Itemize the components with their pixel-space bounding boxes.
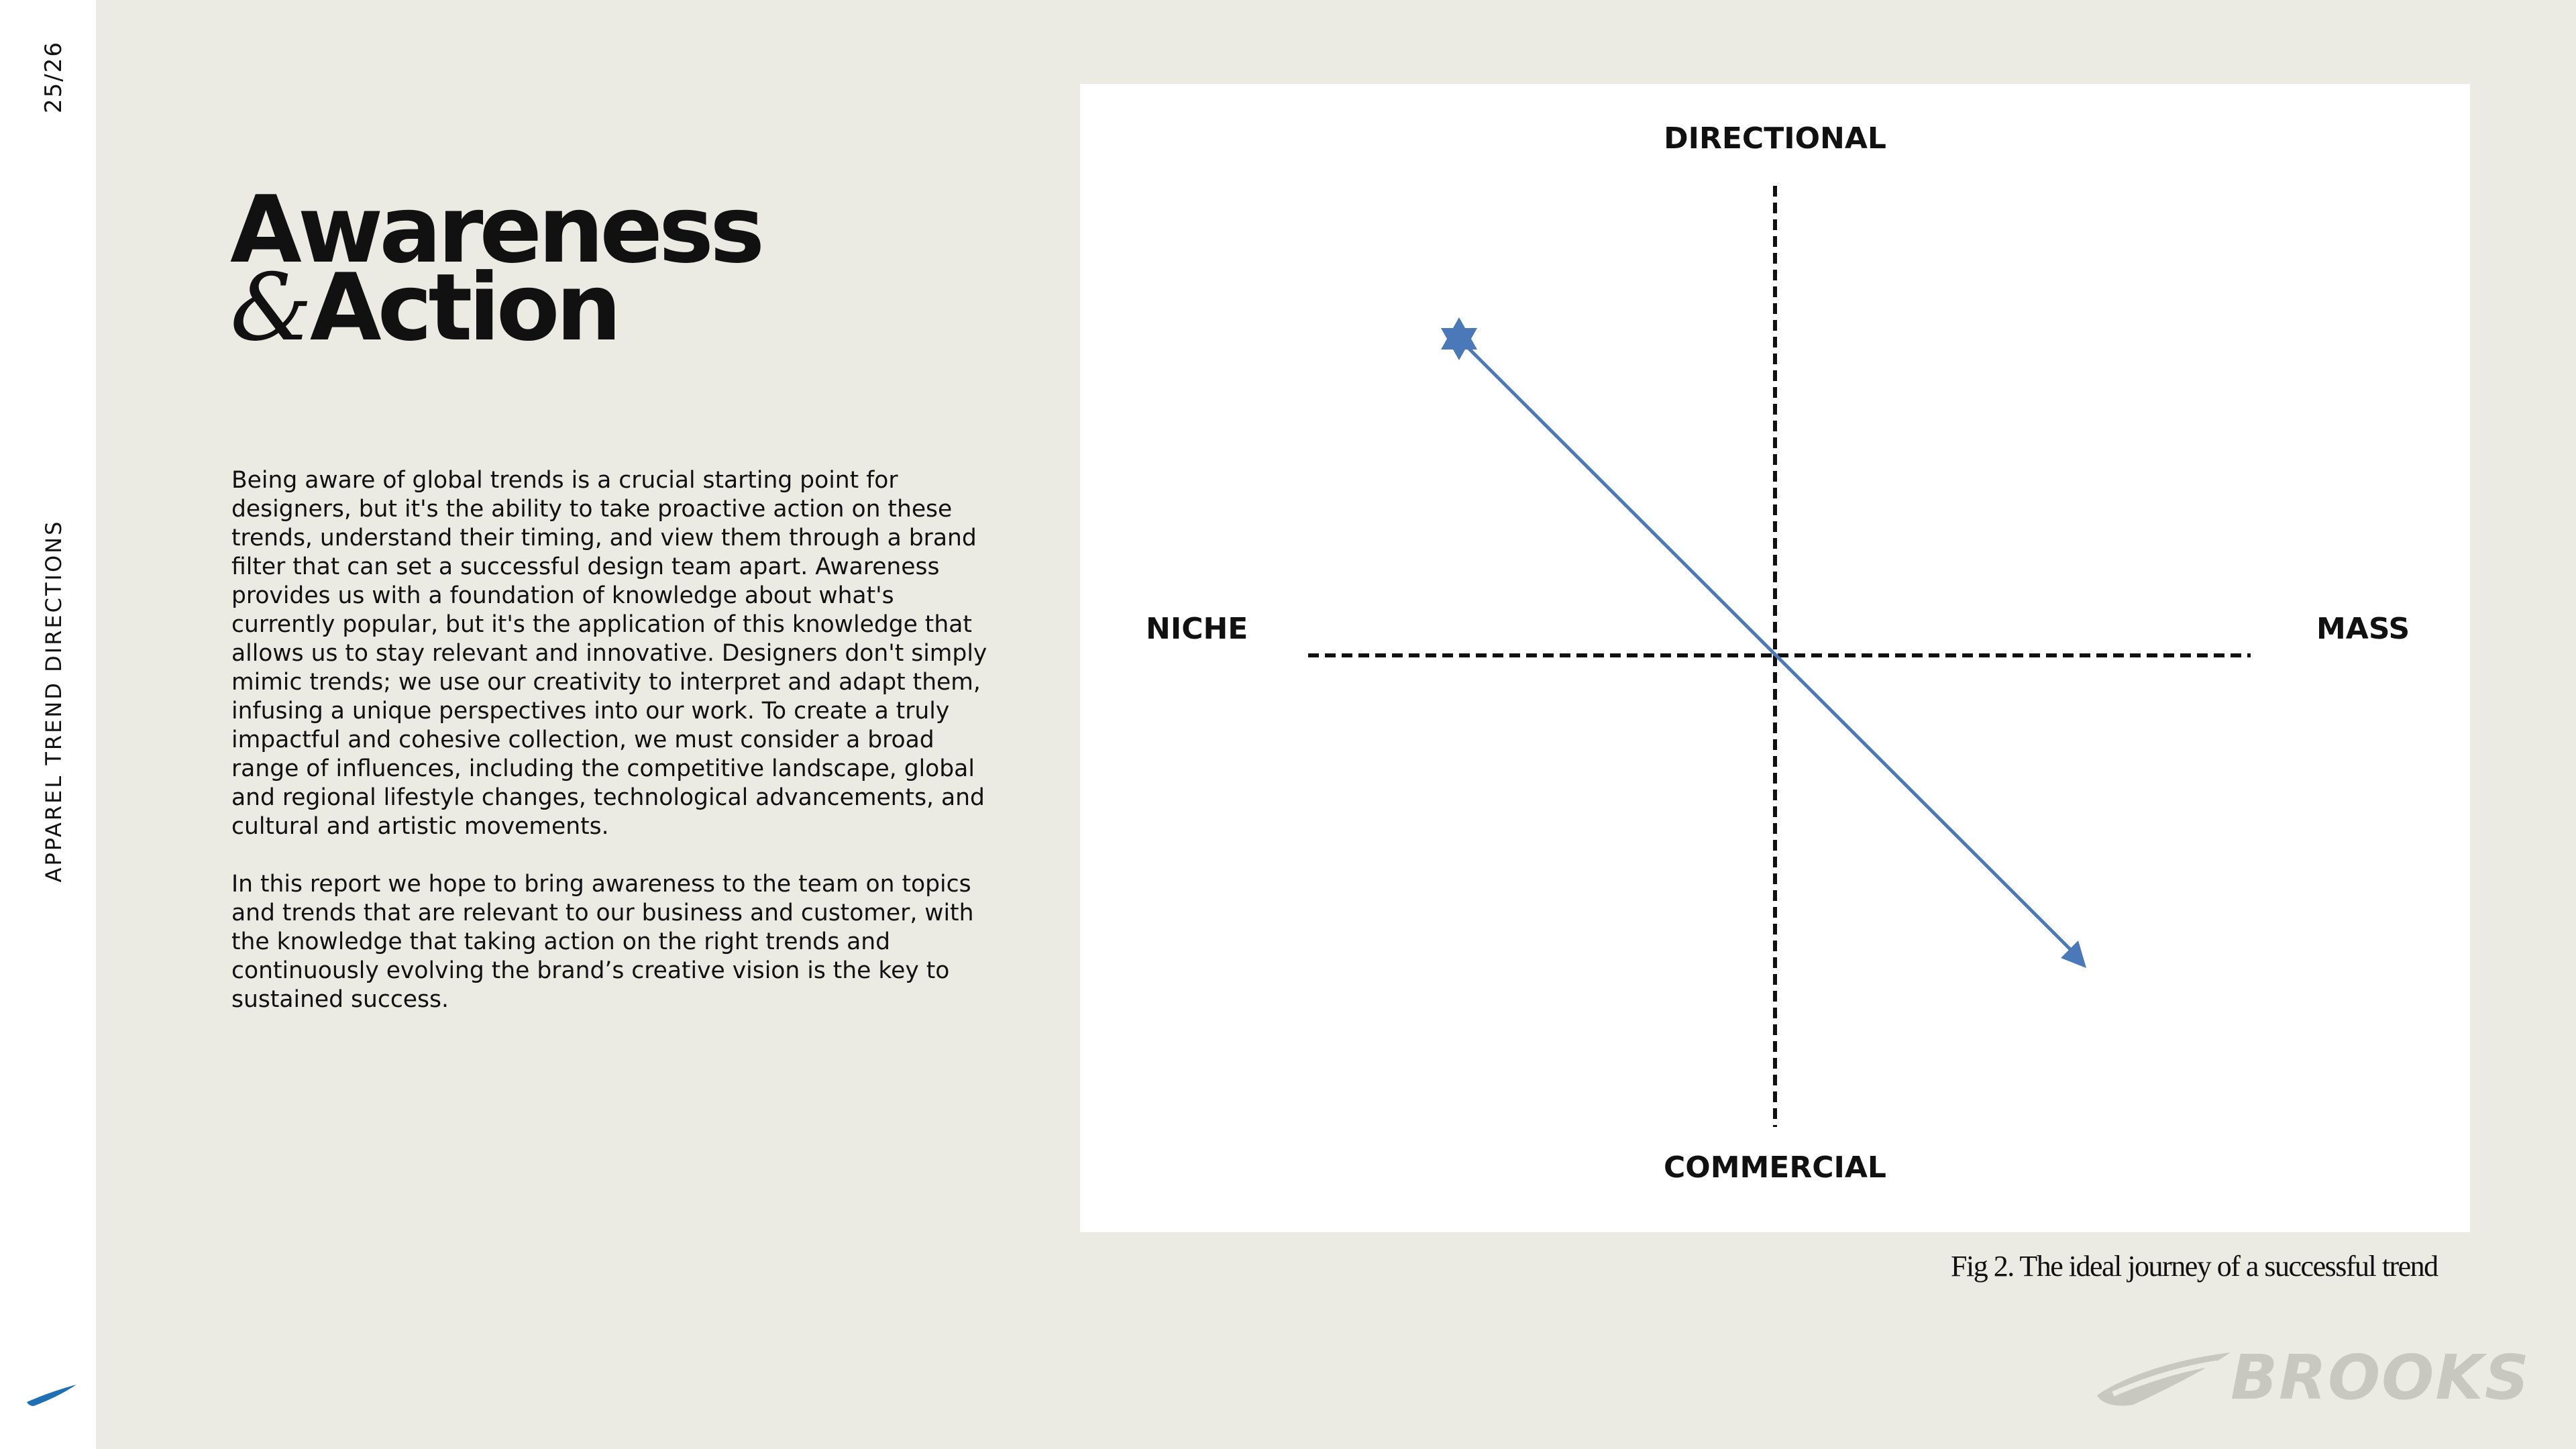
trend-arrow-line (1460, 339, 2080, 959)
star-icon (1441, 317, 1477, 360)
body-copy: Being aware of global trends is a crucia… (231, 466, 1003, 1043)
brooks-logo-swoosh-icon (2097, 1352, 2231, 1406)
page-number: 25/26 (40, 41, 67, 113)
arrowhead-icon (2061, 941, 2086, 968)
title-line-1: Awareness (230, 176, 765, 284)
brand-wordmark: BROOKS (2231, 1342, 2530, 1413)
axis-label-commercial: COMMERCIAL (1664, 1150, 1886, 1185)
body-paragraph-2: In this report we hope to bring awarenes… (231, 871, 974, 1013)
axis-label-mass: MASS (2316, 612, 2410, 646)
brand-logo: BROOKS (2093, 1342, 2529, 1413)
brand-swoosh-icon (27, 1385, 76, 1406)
body-paragraph-1: Being aware of global trends is a crucia… (231, 467, 987, 840)
title-line-2: &Action (230, 262, 761, 354)
axis-label-directional: DIRECTIONAL (1664, 121, 1886, 156)
quadrant-diagram-graphic (1308, 186, 2251, 1127)
title-ampersand: & (230, 254, 313, 362)
quadrant-diagram: DIRECTIONAL COMMERCIAL NICHE MASS (1080, 84, 2470, 1232)
figure-caption: Fig 2. The ideal journey of a successful… (1951, 1250, 2438, 1283)
title-line-2-text: Action (309, 254, 622, 362)
section-label: APPAREL TREND DIRECTIONS (41, 519, 66, 883)
axis-label-niche: NICHE (1146, 612, 1248, 646)
sidebar: 25/26 APPAREL TREND DIRECTIONS (0, 0, 96, 1449)
page-title: Awareness &Action (230, 176, 765, 354)
